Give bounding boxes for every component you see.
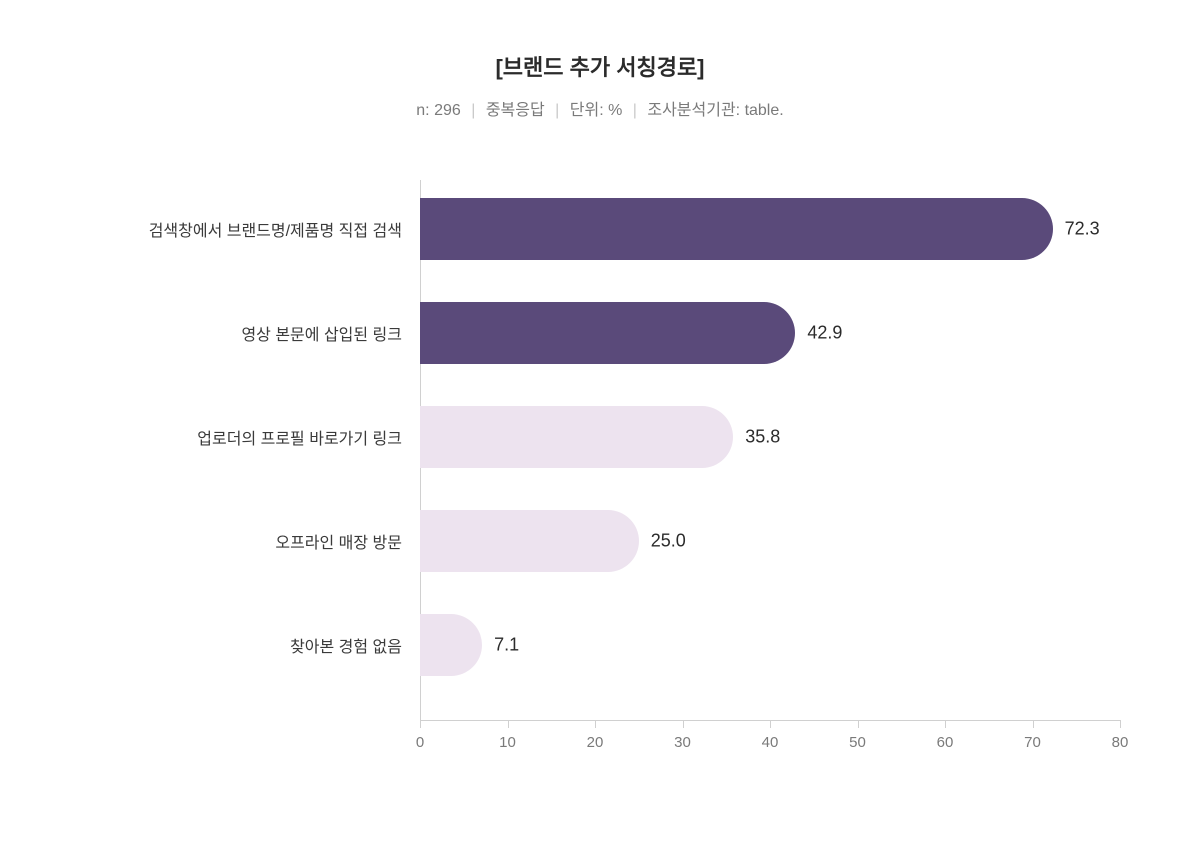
x-ticks: 01020304050607080 <box>420 720 1120 780</box>
x-tick-mark <box>683 720 684 728</box>
bar-label: 검색창에서 브랜드명/제품명 직접 검색 <box>80 217 420 241</box>
x-tick-mark <box>595 720 596 728</box>
subtitle-part: 단위: % <box>570 102 623 119</box>
x-tick-label: 80 <box>1112 734 1129 751</box>
x-tick-label: 70 <box>1024 734 1041 751</box>
x-tick-label: 40 <box>762 734 779 751</box>
subtitle-separator: | <box>467 102 480 119</box>
bar <box>420 406 733 468</box>
x-tick-label: 0 <box>416 734 424 751</box>
x-tick-label: 60 <box>937 734 954 751</box>
x-tick-label: 10 <box>499 734 516 751</box>
bar-value: 72.3 <box>1065 219 1100 240</box>
bar-value: 42.9 <box>807 323 842 344</box>
subtitle-part: n: 296 <box>416 102 460 119</box>
bar-row: 업로더의 프로필 바로가기 링크 35.8 <box>80 406 1120 468</box>
x-tick-mark <box>945 720 946 728</box>
chart-plot: 검색창에서 브랜드명/제품명 직접 검색 72.3 영상 본문에 삽입된 링크 42.… <box>80 180 1120 780</box>
bar-track: 25.0 <box>420 510 1120 572</box>
bar-value: 25.0 <box>651 531 686 552</box>
subtitle-separator: | <box>551 102 564 119</box>
bar-track: 42.9 <box>420 302 1120 364</box>
x-tick-label: 20 <box>587 734 604 751</box>
x-tick-mark <box>858 720 859 728</box>
bar-row: 오프라인 매장 방문 25.0 <box>80 510 1120 572</box>
chart-container: [브랜드 추가 서칭경로] n: 296 | 중복응답 | 단위: % | 조사… <box>80 50 1120 780</box>
x-tick-mark <box>1120 720 1121 728</box>
bar-track: 7.1 <box>420 614 1120 676</box>
bar-row: 검색창에서 브랜드명/제품명 직접 검색 72.3 <box>80 198 1120 260</box>
bar-value: 7.1 <box>494 635 519 656</box>
bar-value: 35.8 <box>745 427 780 448</box>
bar-row: 찾아본 경험 없음 7.1 <box>80 614 1120 676</box>
bar-label: 오프라인 매장 방문 <box>80 529 420 553</box>
bar-label: 영상 본문에 삽입된 링크 <box>80 321 420 345</box>
x-tick-mark <box>770 720 771 728</box>
chart-title: [브랜드 추가 서칭경로] <box>80 50 1120 82</box>
x-tick-mark <box>508 720 509 728</box>
subtitle-part: 중복응답 <box>486 102 545 119</box>
x-tick-label: 50 <box>849 734 866 751</box>
bar <box>420 614 482 676</box>
x-tick-mark <box>420 720 421 728</box>
bar-row: 영상 본문에 삽입된 링크 42.9 <box>80 302 1120 364</box>
x-tick-mark <box>1033 720 1034 728</box>
bar <box>420 510 639 572</box>
bar <box>420 302 795 364</box>
bar-track: 72.3 <box>420 198 1120 260</box>
bar-label: 업로더의 프로필 바로가기 링크 <box>80 425 420 449</box>
subtitle-separator: | <box>628 102 641 119</box>
x-tick-label: 30 <box>674 734 691 751</box>
bar-track: 35.8 <box>420 406 1120 468</box>
bars-area: 검색창에서 브랜드명/제품명 직접 검색 72.3 영상 본문에 삽입된 링크 42.… <box>80 180 1120 720</box>
subtitle-part: 조사분석기관: table. <box>647 102 783 119</box>
bar <box>420 198 1053 260</box>
bar-label: 찾아본 경험 없음 <box>80 633 420 657</box>
chart-subtitle: n: 296 | 중복응답 | 단위: % | 조사분석기관: table. <box>80 96 1120 120</box>
